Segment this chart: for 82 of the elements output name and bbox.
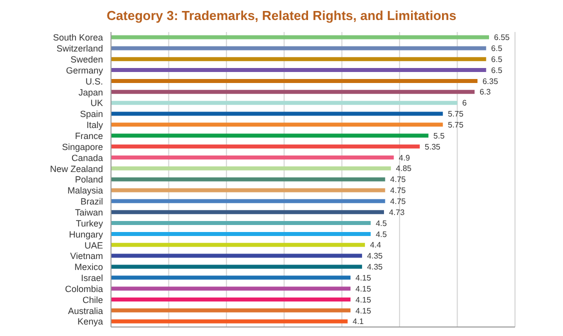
bar	[111, 242, 365, 247]
y-tick-label: Vietnam	[70, 251, 103, 262]
data-label: 6.5	[491, 54, 503, 64]
data-label: 5.75	[448, 110, 464, 119]
bar	[111, 221, 371, 226]
y-tick-label: Brazil	[80, 196, 103, 207]
data-label: 6.35	[482, 76, 499, 86]
data-label: 5.35	[424, 142, 441, 152]
bar	[111, 122, 443, 127]
data-label: 4.75	[390, 175, 406, 184]
bar	[111, 134, 428, 138]
y-tick-label: Canada	[71, 152, 103, 163]
data-label: 4.4	[370, 240, 382, 250]
bar	[111, 319, 348, 324]
bar	[111, 199, 386, 204]
y-tick-label: Chile	[82, 294, 103, 305]
bar	[111, 232, 371, 236]
bar	[111, 254, 362, 258]
y-tick-label: Malaysia	[67, 186, 103, 196]
bar	[111, 68, 486, 72]
bar	[111, 286, 351, 291]
bar	[111, 78, 478, 83]
bar	[111, 90, 475, 94]
bar	[111, 166, 391, 170]
y-tick-label: Switzerland	[56, 44, 103, 54]
data-label: 4.15	[356, 306, 372, 316]
y-tick-label: Japan	[78, 87, 103, 98]
data-label: 4.85	[396, 164, 412, 174]
y-tick-label: UK	[90, 98, 103, 108]
data-label: 4.15	[356, 273, 372, 282]
chart-title: Category 3: Trademarks, Related Rights, and Limitations	[106, 8, 458, 25]
y-tick-label: Sweden	[70, 54, 103, 65]
data-label: 6.5	[491, 44, 503, 54]
data-label: 4.73	[388, 208, 406, 217]
data-label: 4.9	[398, 153, 410, 162]
bar	[111, 57, 486, 62]
y-tick-label: Germany	[66, 65, 104, 76]
y-tick-label: Poland	[74, 174, 103, 185]
y-tick-label: Kenya	[77, 316, 103, 327]
y-tick-label: Hungary	[68, 229, 104, 240]
bar	[111, 100, 458, 105]
data-label: 5.5	[433, 131, 446, 140]
y-tick-label: U.S.	[85, 76, 103, 86]
data-label: 4.75	[390, 197, 406, 206]
data-label: 4.35	[367, 252, 384, 261]
bar	[111, 298, 351, 302]
y-tick-label: Mexico	[74, 262, 103, 272]
bar	[111, 177, 386, 182]
y-tick-label: UAE	[84, 240, 103, 250]
bar	[111, 188, 386, 192]
data-label: 4.15	[356, 284, 372, 294]
y-tick-label: New Zealand	[50, 164, 103, 174]
bar	[111, 112, 443, 116]
y-tick-label: Turkey	[76, 218, 104, 228]
bar	[111, 308, 351, 312]
data-label: 6.3	[480, 88, 492, 97]
y-tick-label: South Korea	[52, 32, 103, 43]
y-tick-label: Italy	[86, 120, 104, 130]
bar	[111, 210, 384, 214]
data-label: 6	[462, 98, 468, 108]
data-label: 4.5	[376, 230, 388, 239]
data-label: 6.5	[491, 66, 503, 75]
data-label: 4.75	[390, 186, 406, 196]
bar	[111, 35, 490, 40]
bar	[111, 276, 351, 280]
data-label: 4.35	[367, 262, 384, 272]
data-label: 4.15	[356, 295, 372, 304]
data-label: 5.75	[448, 120, 464, 130]
data-label: 4.5	[376, 218, 388, 228]
data-label: 6.55	[494, 33, 510, 42]
y-tick-label: Colombia	[64, 284, 103, 294]
y-tick-label: Singapore	[62, 142, 103, 152]
y-tick-label: France	[74, 130, 103, 141]
bar	[111, 264, 362, 269]
bar	[111, 144, 420, 149]
y-tick-label: Spain	[80, 109, 103, 120]
bar	[111, 46, 486, 50]
y-tick-label: Australia	[68, 306, 103, 316]
y-tick-label: Israel	[80, 273, 103, 284]
data-label: 4.1	[352, 317, 364, 326]
y-tick-label: Taiwan	[74, 207, 103, 218]
bar	[111, 155, 394, 160]
